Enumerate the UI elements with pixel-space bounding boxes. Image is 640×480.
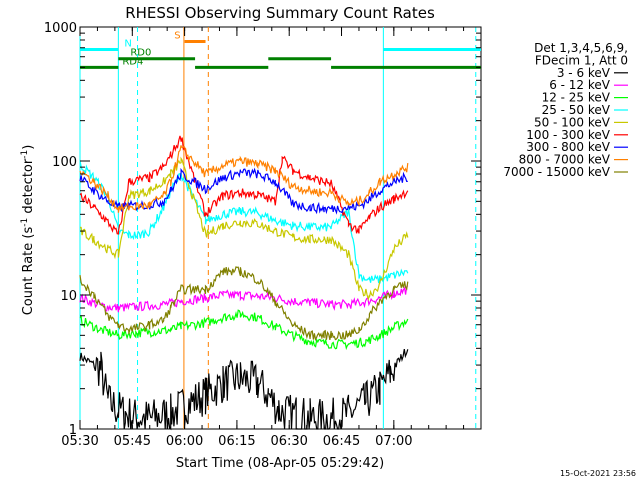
series-line-3 [79,160,409,284]
y-tick-label-0: 1 [69,423,77,438]
legend-label-2: 12 - 25 keV [542,91,611,105]
series-layer [79,135,409,431]
series-line-7 [79,145,409,213]
series-line-8 [79,266,409,342]
series-line-6 [79,167,408,215]
legend-label-8: 7000 - 15000 keV [503,165,610,179]
x-axis-label: Start Time (08-Apr-05 05:29:42) [176,456,384,471]
x-tick-label-5: 06:45 [323,434,360,449]
plot-frame [79,26,482,430]
y-label-superscript: -1 [20,150,30,159]
footer-timestamp: 15-Oct-2021 23:56 [560,469,636,478]
legend-label-6: 300 - 800 keV [526,140,610,154]
series-line-1 [79,285,409,313]
x-tick-label-0: 05:30 [61,434,98,449]
annotation-label-n: N [124,38,131,49]
annotation-label-rd0: RD0 [130,48,151,59]
y-label-text: Count Rate (s [21,227,36,316]
x-tick-label-2: 06:00 [166,434,203,449]
series-line-2 [79,309,409,351]
x-tick-label-4: 06:30 [270,434,307,449]
legend-label-1: 6 - 12 keV [549,78,611,92]
legend-label-3: 25 - 50 keV [542,103,611,117]
legend-label-0: 3 - 6 keV [557,66,611,80]
y-tick-label-2: 100 [52,155,77,170]
x-tick-label-3: 06:15 [218,434,255,449]
y-tick-label-3: 1000 [44,21,77,36]
y-tick-label-1: 10 [60,289,77,304]
y-label-text: detector [21,158,36,218]
legend-label-7: 800 - 7000 keV [519,153,611,167]
annotation-label-s: S [174,30,180,41]
x-tick-label-1: 05:45 [114,434,151,449]
annotation-label-rd4: RD4 [122,56,143,67]
y-axis-label: Count Rate (s-1 detector-1) [20,145,36,316]
y-label-superscript: -1 [20,218,30,227]
legend: Det 1,3,4,5,6,9,FDecim 1, Att 03 - 6 keV… [503,41,628,179]
y-axis-ticks: 1 10 100 1000 [44,21,481,438]
chart-title: RHESSI Observing Summary Count Rates [125,4,435,22]
x-axis-ticks: 05:30 05:45 06:00 06:15 06:30 06:45 07:00 [61,27,482,449]
legend-label-5: 100 - 300 keV [526,128,610,142]
series-line-0 [79,349,409,431]
legend-label-4: 50 - 100 keV [534,115,611,129]
y-label-text: ) [21,145,36,150]
series-line-4 [79,156,409,302]
legend-header-1: FDecim 1, Att 0 [535,53,628,67]
vertical-markers [79,27,477,429]
x-tick-label-6: 07:00 [375,434,412,449]
legend-header-0: Det 1,3,4,5,6,9, [534,41,628,55]
series-line-5 [79,135,409,235]
plot-border [79,26,482,430]
